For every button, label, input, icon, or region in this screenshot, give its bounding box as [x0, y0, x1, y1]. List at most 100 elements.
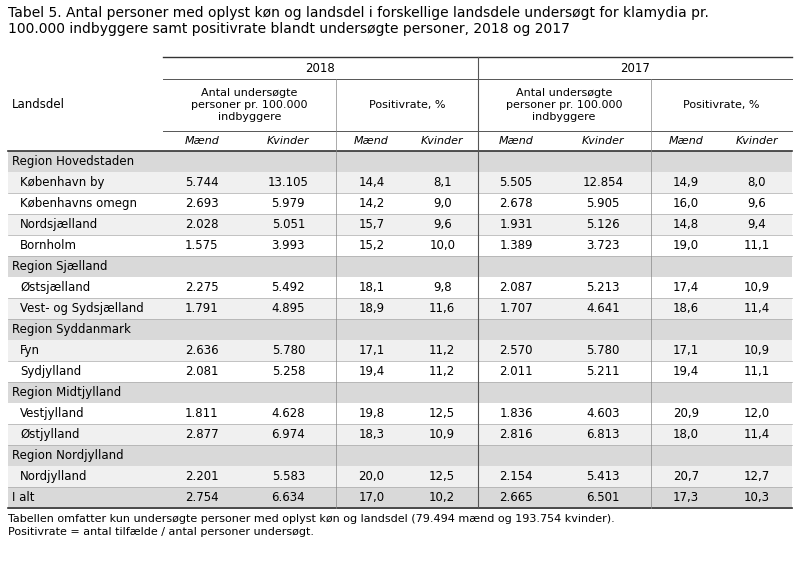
Text: 5.744: 5.744	[185, 176, 218, 189]
Text: Bornholm: Bornholm	[20, 239, 77, 252]
Text: 2.201: 2.201	[185, 470, 218, 483]
Text: 6.501: 6.501	[586, 491, 619, 504]
Text: Region Nordjylland: Region Nordjylland	[12, 449, 124, 462]
Text: 2.816: 2.816	[499, 428, 533, 441]
Text: 2.636: 2.636	[185, 344, 218, 357]
Text: 10,0: 10,0	[429, 239, 455, 252]
Text: 4.603: 4.603	[586, 407, 619, 420]
Text: 2.693: 2.693	[185, 197, 218, 210]
Text: Kvinder: Kvinder	[421, 136, 463, 146]
Text: 6.813: 6.813	[586, 428, 619, 441]
Text: 11,2: 11,2	[429, 365, 455, 378]
Bar	[8, 487, 792, 508]
Text: 9,6: 9,6	[433, 218, 451, 231]
Text: 14,2: 14,2	[358, 197, 385, 210]
Bar	[8, 256, 792, 277]
Text: København by: København by	[20, 176, 105, 189]
Text: 17,1: 17,1	[358, 344, 385, 357]
Text: Positivrate = antal tilfælde / antal personer undersøgt.: Positivrate = antal tilfælde / antal per…	[8, 527, 314, 537]
Text: 14,9: 14,9	[673, 176, 699, 189]
Text: 4.628: 4.628	[271, 407, 305, 420]
Text: Mænd: Mænd	[499, 136, 534, 146]
Text: 18,3: 18,3	[358, 428, 385, 441]
Text: Mænd: Mænd	[669, 136, 703, 146]
Text: Antal undersøgte
personer pr. 100.000
indbyggere: Antal undersøgte personer pr. 100.000 in…	[191, 89, 308, 122]
Text: Sydjylland: Sydjylland	[20, 365, 82, 378]
Text: 18,6: 18,6	[673, 302, 699, 315]
Text: 14,4: 14,4	[358, 176, 385, 189]
Text: 5.583: 5.583	[272, 470, 305, 483]
Text: 5.979: 5.979	[271, 197, 305, 210]
Text: 18,0: 18,0	[673, 428, 699, 441]
Text: 9,6: 9,6	[747, 197, 766, 210]
Text: 20,9: 20,9	[673, 407, 699, 420]
Text: 19,8: 19,8	[358, 407, 385, 420]
Bar	[8, 57, 792, 508]
Text: Mænd: Mænd	[354, 136, 389, 146]
Bar	[8, 151, 792, 172]
Text: 1.389: 1.389	[499, 239, 533, 252]
Text: 12,7: 12,7	[743, 470, 770, 483]
Bar	[8, 403, 792, 424]
Text: 9,4: 9,4	[747, 218, 766, 231]
Bar	[8, 214, 792, 235]
Text: Østsjælland: Østsjælland	[20, 281, 90, 294]
Text: 2.754: 2.754	[185, 491, 218, 504]
Text: 15,2: 15,2	[358, 239, 385, 252]
Text: I alt: I alt	[12, 491, 34, 504]
Text: 12.854: 12.854	[582, 176, 623, 189]
Text: 10,9: 10,9	[744, 344, 770, 357]
Text: 2.570: 2.570	[499, 344, 533, 357]
Bar	[8, 340, 792, 361]
Text: 3.723: 3.723	[586, 239, 619, 252]
Text: 9,8: 9,8	[433, 281, 451, 294]
Text: 3.993: 3.993	[271, 239, 305, 252]
Text: 17,4: 17,4	[673, 281, 699, 294]
Text: Nordsjælland: Nordsjælland	[20, 218, 98, 231]
Text: 1.791: 1.791	[185, 302, 218, 315]
Text: 1.931: 1.931	[499, 218, 533, 231]
Text: 5.780: 5.780	[272, 344, 305, 357]
Text: 20,0: 20,0	[358, 470, 385, 483]
Text: Mænd: Mænd	[184, 136, 219, 146]
Bar	[8, 424, 792, 445]
Text: Landsdel: Landsdel	[12, 97, 65, 110]
Text: 1.575: 1.575	[185, 239, 218, 252]
Text: 13.105: 13.105	[268, 176, 309, 189]
Text: 5.492: 5.492	[271, 281, 305, 294]
Text: 8,1: 8,1	[433, 176, 451, 189]
Text: Tabellen omfatter kun undersøgte personer med oplyst køn og landsdel (79.494 mæn: Tabellen omfatter kun undersøgte persone…	[8, 514, 614, 524]
Text: 11,1: 11,1	[743, 365, 770, 378]
Text: Region Syddanmark: Region Syddanmark	[12, 323, 131, 336]
Text: 5.505: 5.505	[500, 176, 533, 189]
Text: Nordjylland: Nordjylland	[20, 470, 87, 483]
Text: 12,0: 12,0	[744, 407, 770, 420]
Bar	[8, 361, 792, 382]
Text: 19,0: 19,0	[673, 239, 699, 252]
Text: 10,9: 10,9	[429, 428, 455, 441]
Text: Region Hovedstaden: Region Hovedstaden	[12, 155, 134, 168]
Text: Kvinder: Kvinder	[582, 136, 624, 146]
Text: 5.780: 5.780	[586, 344, 619, 357]
Text: 16,0: 16,0	[673, 197, 699, 210]
Text: 5.213: 5.213	[586, 281, 619, 294]
Text: 2.087: 2.087	[499, 281, 533, 294]
Text: 15,7: 15,7	[358, 218, 385, 231]
Text: 19,4: 19,4	[358, 365, 385, 378]
Text: 17,0: 17,0	[358, 491, 385, 504]
Bar	[8, 445, 792, 466]
Text: 1.707: 1.707	[499, 302, 533, 315]
Text: 2.028: 2.028	[185, 218, 218, 231]
Text: 5.211: 5.211	[586, 365, 620, 378]
Text: 2.275: 2.275	[185, 281, 218, 294]
Text: 2.011: 2.011	[499, 365, 533, 378]
Bar	[8, 172, 792, 193]
Text: 11,4: 11,4	[743, 428, 770, 441]
Text: 11,6: 11,6	[429, 302, 455, 315]
Text: 6.974: 6.974	[271, 428, 306, 441]
Bar	[8, 235, 792, 256]
Text: 2018: 2018	[306, 62, 335, 74]
Text: 11,2: 11,2	[429, 344, 455, 357]
Text: 12,5: 12,5	[429, 470, 455, 483]
Text: Positivrate, %: Positivrate, %	[369, 100, 445, 110]
